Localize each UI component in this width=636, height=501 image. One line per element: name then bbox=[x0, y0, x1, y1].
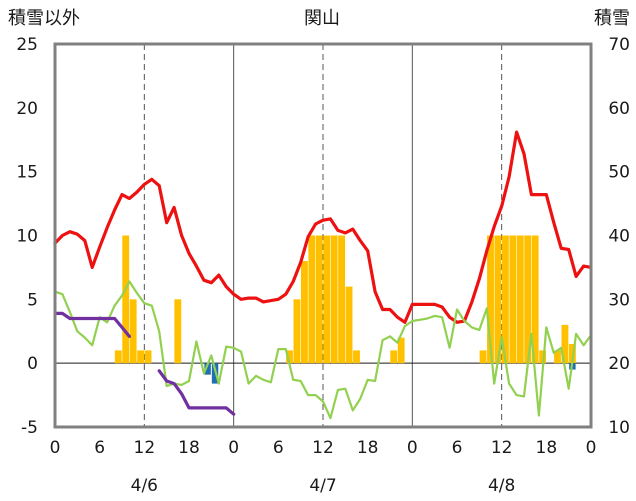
green-line bbox=[53, 280, 593, 420]
bar-62 bbox=[516, 235, 524, 364]
x-tick-label: 18 bbox=[536, 438, 558, 458]
plot-area bbox=[55, 44, 591, 427]
red-line bbox=[53, 130, 593, 324]
right-tick-label: 70 bbox=[608, 35, 630, 55]
left-tick-label: 5 bbox=[27, 290, 38, 310]
plot-frame bbox=[53, 42, 593, 429]
x-tick-label: 18 bbox=[178, 438, 200, 458]
chart-title: 関山 bbox=[304, 8, 340, 29]
right-tick-label: 10 bbox=[608, 418, 630, 438]
bar-9 bbox=[122, 235, 130, 364]
left-tick-label: 10 bbox=[16, 227, 38, 247]
x-tick-label: 18 bbox=[357, 438, 379, 458]
left-axis-title: 積雪以外 bbox=[8, 8, 80, 29]
right-tick-label: 30 bbox=[608, 290, 630, 310]
right-tick-label: 40 bbox=[608, 227, 630, 247]
x-tick-label: 0 bbox=[50, 438, 61, 458]
bar-33 bbox=[300, 261, 308, 364]
neg-bar-0 bbox=[204, 363, 211, 375]
purple-line bbox=[53, 311, 236, 416]
bar-31 bbox=[286, 350, 293, 364]
left-tick-label: 15 bbox=[16, 163, 38, 183]
bar-68 bbox=[561, 324, 569, 364]
day-label: 4/6 bbox=[131, 476, 158, 496]
bar-12 bbox=[144, 350, 152, 364]
x-tick-label: 0 bbox=[586, 438, 597, 458]
bar-57 bbox=[479, 350, 487, 364]
bar-series bbox=[114, 235, 576, 384]
plot-border bbox=[53, 42, 593, 429]
bar-60 bbox=[501, 235, 509, 364]
x-tick-label: 0 bbox=[407, 438, 418, 458]
x-tick-label: 12 bbox=[491, 438, 513, 458]
line-series bbox=[53, 130, 593, 420]
bar-40 bbox=[353, 350, 360, 364]
x-tick-label: 12 bbox=[312, 438, 334, 458]
bar-65 bbox=[539, 350, 547, 364]
bar-63 bbox=[524, 235, 532, 364]
bar-38 bbox=[338, 235, 346, 364]
bar-37 bbox=[330, 235, 338, 364]
x-tick-label: 0 bbox=[228, 438, 239, 458]
right-tick-label: 50 bbox=[608, 163, 630, 183]
x-tick-label: 6 bbox=[273, 438, 284, 458]
day-label: 4/7 bbox=[309, 476, 336, 496]
right-tick-label: 20 bbox=[608, 354, 630, 374]
x-tick-label: 6 bbox=[452, 438, 463, 458]
left-tick-label: -5 bbox=[21, 418, 38, 438]
bar-39 bbox=[345, 286, 353, 364]
bar-36 bbox=[323, 235, 331, 364]
bar-59 bbox=[494, 235, 502, 364]
bar-11 bbox=[137, 350, 145, 364]
bar-61 bbox=[509, 235, 517, 364]
bar-16 bbox=[174, 299, 182, 364]
left-tick-label: 0 bbox=[27, 354, 38, 374]
day-label: 4/8 bbox=[488, 476, 515, 496]
x-tick-label: 6 bbox=[94, 438, 105, 458]
bar-58 bbox=[487, 235, 494, 364]
bar-64 bbox=[531, 235, 539, 364]
bar-46 bbox=[397, 337, 405, 364]
bar-10 bbox=[129, 299, 137, 364]
bar-34 bbox=[308, 235, 316, 364]
left-tick-label: 25 bbox=[16, 35, 38, 55]
bar-8 bbox=[114, 350, 122, 364]
bar-35 bbox=[315, 235, 323, 364]
bar-32 bbox=[293, 299, 301, 364]
right-axis-title: 積雪 bbox=[594, 8, 630, 29]
right-tick-label: 60 bbox=[608, 99, 630, 119]
bar-67 bbox=[554, 350, 561, 364]
x-tick-label: 12 bbox=[134, 438, 156, 458]
left-tick-label: 20 bbox=[16, 99, 38, 119]
bar-45 bbox=[390, 350, 398, 364]
